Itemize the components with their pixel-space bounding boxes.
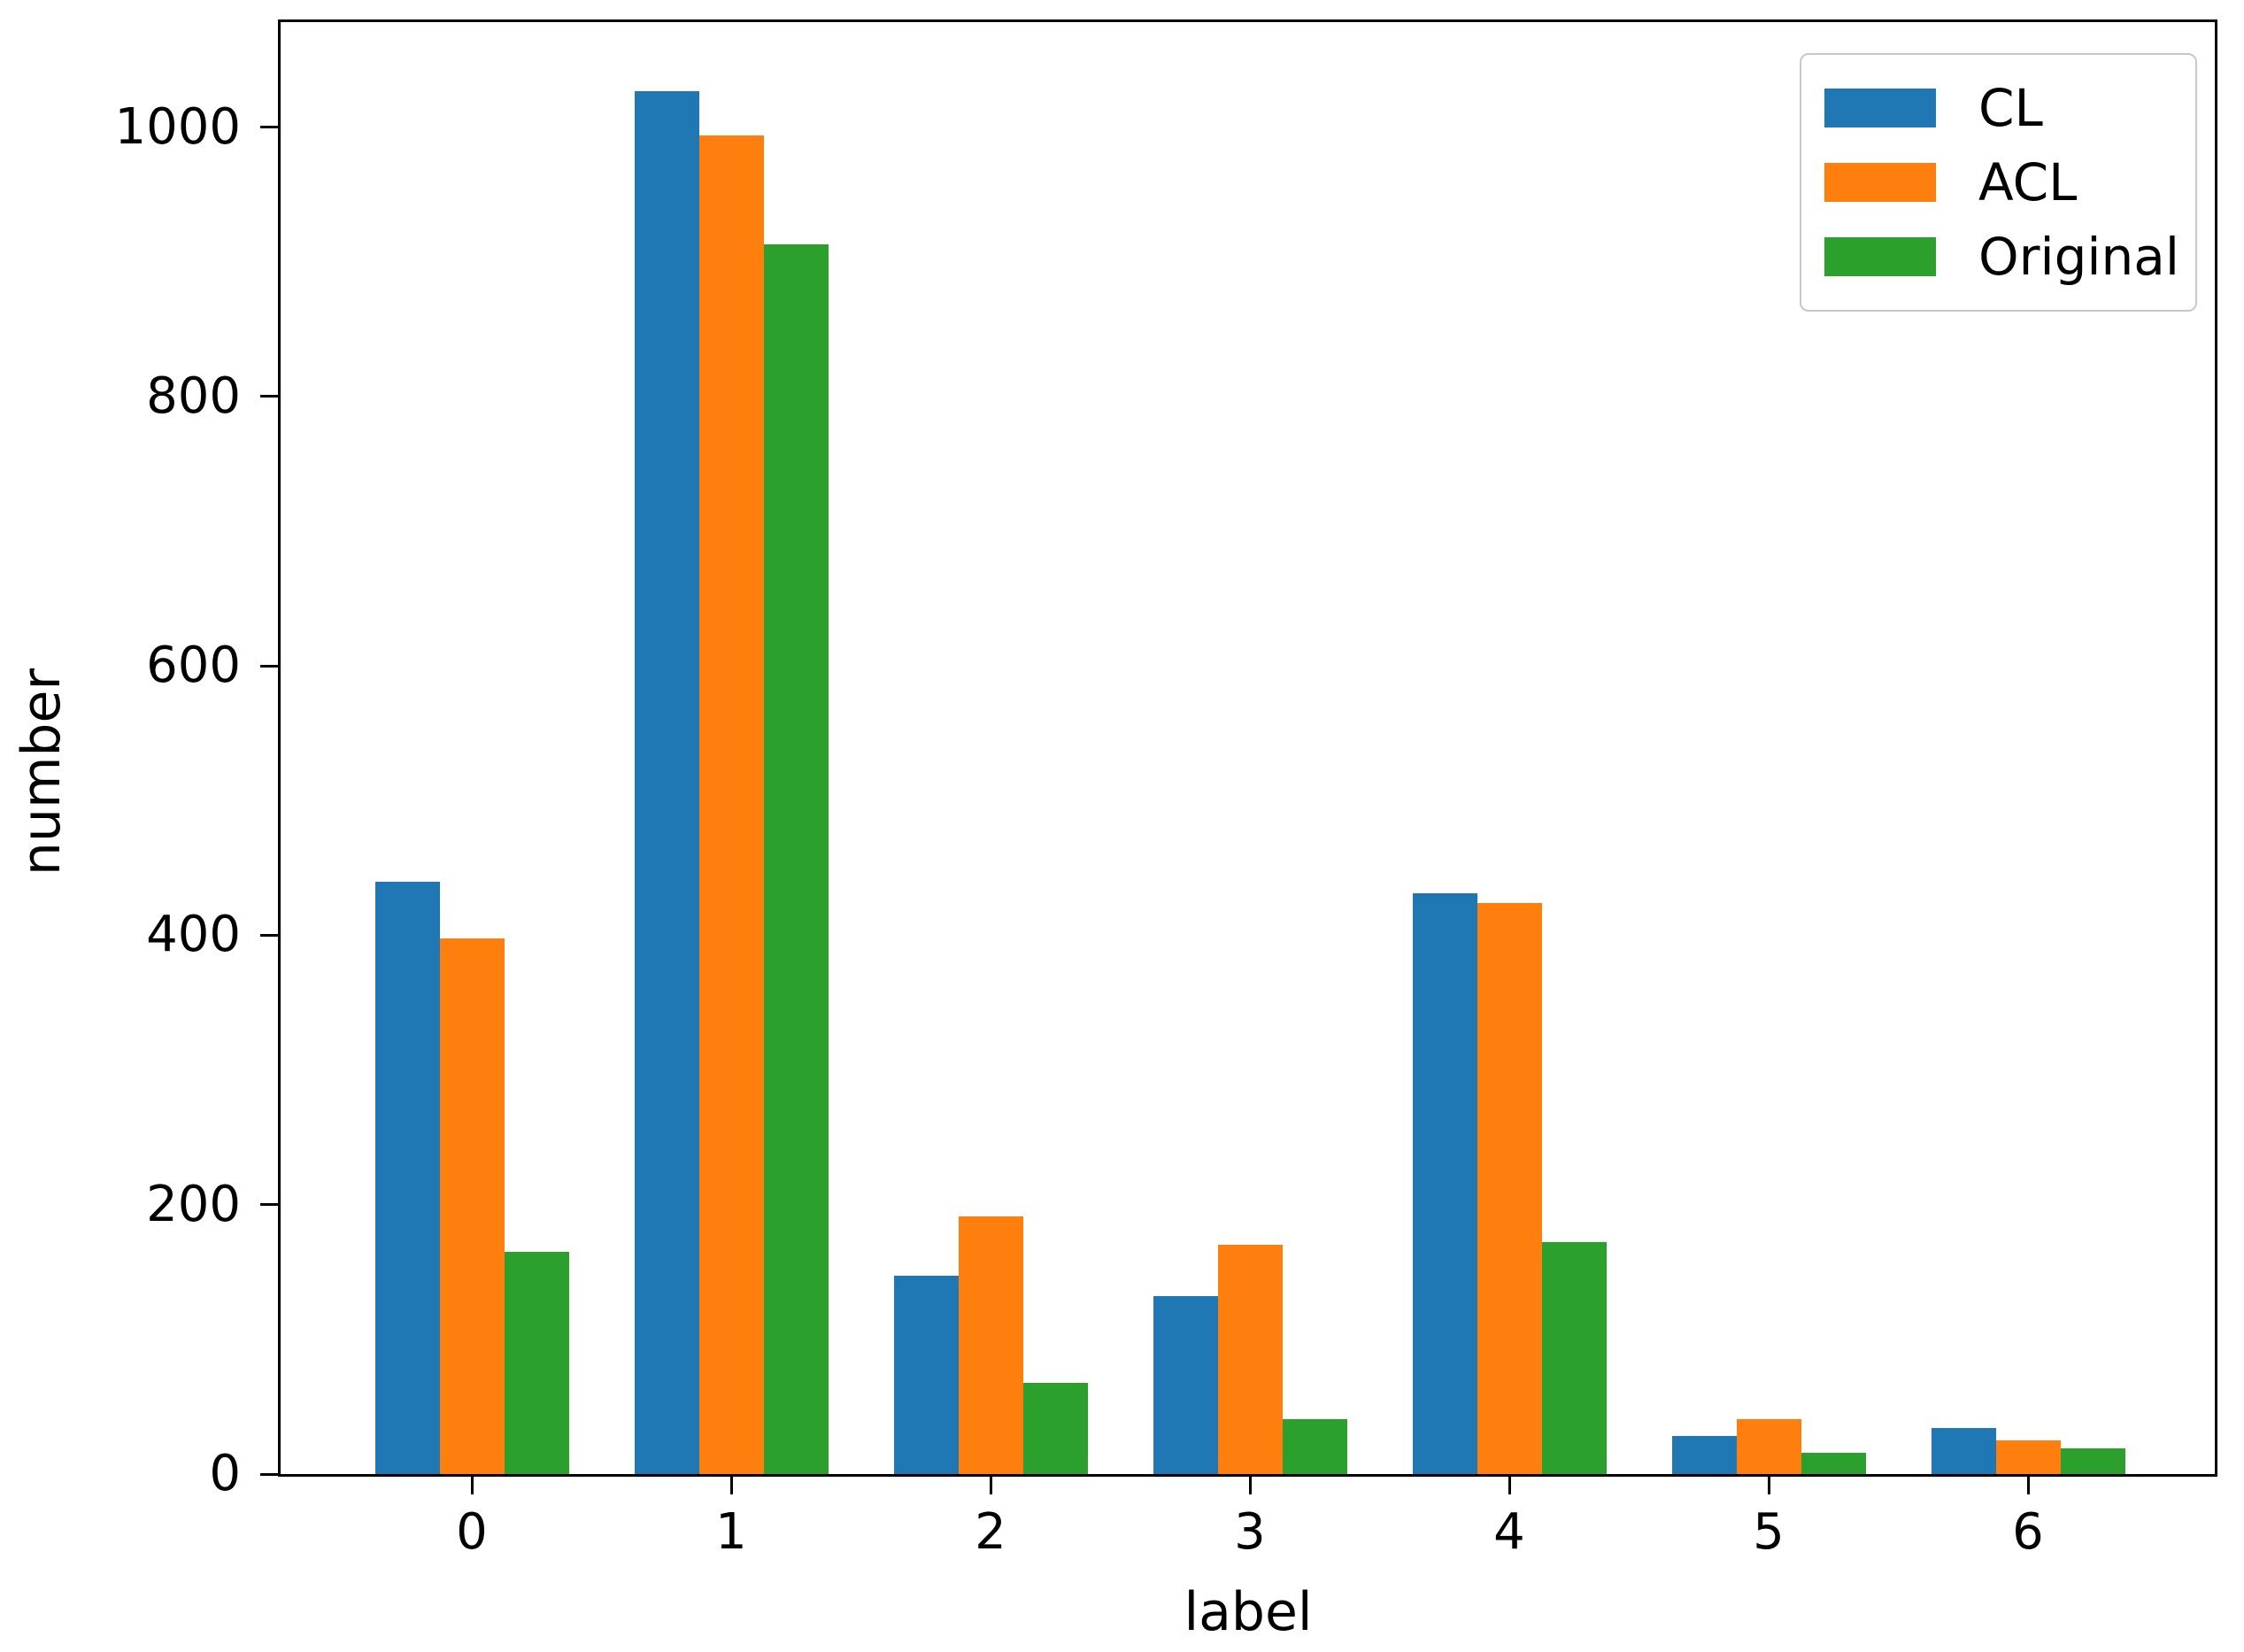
y-tick-label-600: 600 bbox=[146, 637, 241, 695]
bar-ACL-1 bbox=[698, 135, 764, 1474]
x-axis-title: label bbox=[1184, 1581, 1313, 1643]
bar-Original-4 bbox=[1541, 1242, 1607, 1474]
y-tick-mark-200 bbox=[260, 1203, 278, 1207]
bar-CL-6 bbox=[1931, 1428, 1996, 1474]
bar-ACL-2 bbox=[958, 1216, 1023, 1474]
legend-swatch-CL bbox=[1824, 89, 1936, 127]
legend-item-CL: CL bbox=[1824, 80, 2172, 136]
y-tick-label-400: 400 bbox=[146, 906, 241, 964]
bar-CL-0 bbox=[374, 882, 440, 1474]
bar-Original-3 bbox=[1282, 1419, 1347, 1474]
x-tick-mark-4 bbox=[1508, 1477, 1511, 1494]
y-tick-mark-1000 bbox=[260, 126, 278, 129]
bar-Original-5 bbox=[1801, 1453, 1866, 1474]
legend-swatch-ACL bbox=[1824, 163, 1936, 202]
x-tick-label-0: 0 bbox=[456, 1503, 488, 1561]
x-tick-label-4: 4 bbox=[1493, 1503, 1525, 1561]
bar-CL-5 bbox=[1671, 1436, 1737, 1474]
y-tick-label-1000: 1000 bbox=[114, 97, 241, 156]
y-tick-mark-800 bbox=[260, 395, 278, 398]
bar-Original-0 bbox=[504, 1252, 569, 1474]
bar-CL-2 bbox=[893, 1276, 959, 1474]
bar-ACL-6 bbox=[1995, 1440, 2061, 1474]
x-tick-label-6: 6 bbox=[2012, 1503, 2044, 1561]
bar-ACL-3 bbox=[1217, 1245, 1283, 1474]
y-tick-mark-400 bbox=[260, 933, 278, 937]
y-tick-label-0: 0 bbox=[209, 1445, 241, 1502]
legend-item-Original: Original bbox=[1824, 228, 2179, 285]
x-tick-mark-3 bbox=[1248, 1477, 1252, 1494]
x-tick-mark-6 bbox=[2026, 1477, 2030, 1494]
legend-label-CL: CL bbox=[1978, 78, 2043, 138]
x-tick-label-3: 3 bbox=[1234, 1503, 1266, 1561]
legend: CL ACL Original bbox=[1800, 53, 2197, 312]
x-tick-mark-2 bbox=[989, 1477, 992, 1494]
y-tick-label-800: 800 bbox=[146, 367, 241, 425]
x-tick-mark-0 bbox=[470, 1477, 474, 1494]
x-tick-label-2: 2 bbox=[975, 1503, 1006, 1561]
y-tick-mark-600 bbox=[260, 664, 278, 668]
bar-CL-3 bbox=[1153, 1296, 1218, 1474]
bar-Original-1 bbox=[763, 244, 829, 1474]
y-tick-mark-0 bbox=[260, 1472, 278, 1476]
bar-ACL-5 bbox=[1736, 1419, 1801, 1474]
x-tick-label-1: 1 bbox=[715, 1503, 747, 1561]
y-tick-label-200: 200 bbox=[146, 1175, 241, 1233]
bar-ACL-0 bbox=[439, 938, 505, 1474]
x-tick-mark-5 bbox=[1767, 1477, 1770, 1494]
legend-item-ACL: ACL bbox=[1824, 154, 2172, 211]
legend-label-Original: Original bbox=[1978, 227, 2179, 287]
bar-CL-1 bbox=[634, 91, 699, 1474]
bar-Original-2 bbox=[1022, 1383, 1088, 1474]
bar-Original-6 bbox=[2060, 1448, 2125, 1474]
bar-ACL-4 bbox=[1477, 903, 1542, 1474]
legend-swatch-Original bbox=[1824, 237, 1936, 276]
bar-CL-4 bbox=[1412, 893, 1477, 1474]
x-tick-label-5: 5 bbox=[1753, 1503, 1785, 1561]
x-tick-mark-1 bbox=[729, 1477, 733, 1494]
legend-label-ACL: ACL bbox=[1978, 152, 2078, 212]
